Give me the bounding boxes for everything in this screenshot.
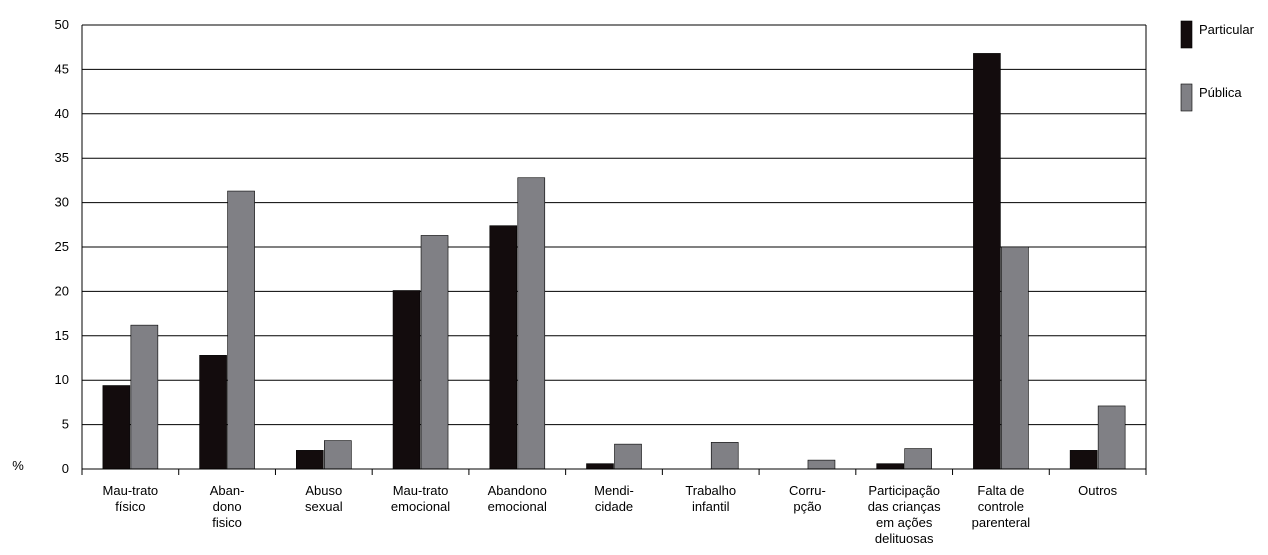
category-label-line: sexual	[305, 499, 343, 514]
y-tick-label: 35	[55, 150, 69, 165]
category-label: Outros	[1078, 483, 1118, 498]
category-label-line: Abuso	[305, 483, 342, 498]
bar-particular-4	[489, 225, 518, 470]
category-label-line: delituosas	[875, 531, 934, 546]
category-label-line: fisico	[212, 515, 242, 530]
bar-pública-10	[1097, 405, 1126, 470]
category-label: Mendi-cidade	[594, 483, 634, 514]
category-label-line: Trabalho	[685, 483, 736, 498]
bar-particular-8	[876, 463, 904, 470]
category-label: Falta de controle parenteral	[972, 483, 1031, 530]
bar-pública-1	[227, 190, 255, 470]
category-label-line: parenteral	[972, 515, 1031, 530]
y-tick-label: 0	[62, 461, 69, 476]
bar-particular-3	[392, 290, 421, 470]
category-label-line: infantil	[692, 499, 730, 514]
bar-pública-0	[130, 324, 159, 470]
y-tick-label: 10	[55, 372, 69, 387]
y-tick-label: 15	[55, 328, 69, 343]
y-axis-ticks: 0 5 10 15 20 25 30 35 40 45 50	[55, 17, 69, 476]
y-tick-label: 30	[55, 195, 69, 210]
category-label-line: em ações	[876, 515, 933, 530]
legend: Particular Pública	[1180, 20, 1255, 112]
y-tick-label: 45	[55, 61, 69, 76]
bar-pública-7	[807, 459, 836, 470]
bar-pública-4	[517, 177, 546, 470]
category-label-line: Abandono	[488, 483, 547, 498]
category-label-line: emocional	[488, 499, 547, 514]
category-label-line: dono	[213, 499, 242, 514]
bar-particular-10	[1069, 450, 1098, 470]
bar-pública-9	[1001, 246, 1029, 470]
bar-pública-8	[904, 448, 932, 470]
legend-label: Particular	[1199, 22, 1255, 37]
bar-particular-2	[296, 450, 324, 470]
category-label-line: das crianças	[868, 499, 941, 514]
bar-particular-5	[586, 463, 614, 470]
y-tick-label: 20	[55, 283, 69, 298]
category-label: Trabalho infantil	[685, 483, 736, 514]
y-tick-label: 40	[55, 106, 69, 121]
y-tick-label: 5	[62, 417, 69, 432]
category-label-line: Mendi-	[594, 483, 634, 498]
bar-particular-0	[102, 385, 131, 470]
category-label-line: Aban-	[210, 483, 245, 498]
bar-pública-5	[614, 443, 642, 470]
y-axis-label: %	[12, 458, 24, 473]
category-label: Mau-trato emocional	[391, 483, 450, 514]
category-label: Mau-trato físico	[103, 483, 159, 514]
category-label-line: controle	[978, 499, 1024, 514]
category-label: Corru-pção	[789, 483, 826, 514]
category-label: Aban-dono fisico	[210, 483, 245, 530]
category-label-line: emocional	[391, 499, 450, 514]
legend-label: Pública	[1199, 85, 1242, 100]
x-axis	[81, 468, 1147, 475]
category-label-line: físico	[115, 499, 145, 514]
y-tick-label: 50	[55, 17, 69, 32]
category-label-line: pção	[793, 499, 821, 514]
gridlines	[81, 24, 1147, 469]
category-label-line: Falta de	[977, 483, 1024, 498]
legend-swatch-particular	[1180, 20, 1193, 49]
bar-pública-3	[420, 235, 449, 470]
bar-pública-2	[324, 440, 352, 470]
bar-particular-1	[199, 355, 227, 470]
category-label-line: Mau-trato	[103, 483, 159, 498]
category-label-line: cidade	[595, 499, 633, 514]
legend-swatch-pública	[1180, 83, 1193, 112]
category-label-line: Mau-trato	[393, 483, 449, 498]
category-label-line: Corru-	[789, 483, 826, 498]
bars	[102, 53, 1126, 470]
category-label: Participação das crianças em ações delituos…	[868, 483, 941, 546]
category-label: Abuso sexual	[305, 483, 343, 514]
category-label: Abandono emocional	[488, 483, 547, 514]
bar-particular-9	[973, 53, 1001, 470]
y-tick-label: 25	[55, 239, 69, 254]
category-label-line: Participação	[868, 483, 940, 498]
bar-pública-6	[710, 442, 739, 470]
category-label-line: Outros	[1078, 483, 1118, 498]
